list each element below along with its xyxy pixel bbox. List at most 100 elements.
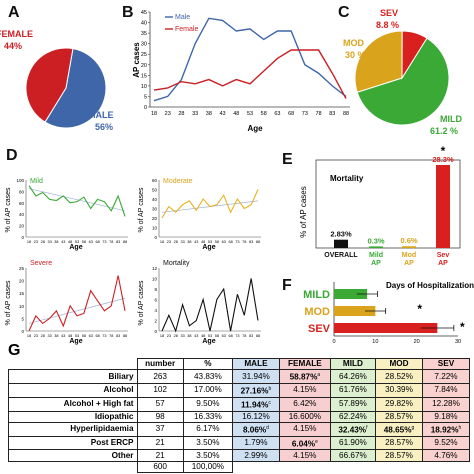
chart-d3-ytick-label: 15 bbox=[19, 291, 25, 296]
chart-d4-xtick-label: 63 bbox=[222, 334, 226, 338]
table-cell-sev: 18.92%h bbox=[421, 421, 471, 437]
chart-e-ylabel: % of AP cases bbox=[299, 186, 308, 237]
chart-b-ytick-label: 35 bbox=[141, 31, 147, 37]
table-cell-number: 98 bbox=[136, 410, 184, 424]
table-cell-mod: 30.39% bbox=[375, 383, 423, 398]
table-header-number: number bbox=[136, 357, 184, 371]
chart-b-xtick-label: 68 bbox=[288, 111, 294, 117]
chart-d4-xlabel: Age bbox=[202, 338, 215, 345]
chart-d1-xtick-label: 18 bbox=[27, 240, 31, 244]
chart-d1-xtick-label: 83 bbox=[116, 240, 120, 244]
chart-b-xtick-label: 88 bbox=[343, 111, 349, 117]
chart-d2-title: Moderate bbox=[163, 178, 193, 185]
chart-d3-series bbox=[28, 275, 126, 332]
chart-d2-xtick-label: 78 bbox=[242, 240, 246, 244]
chart-d3-ytick-label: 20 bbox=[19, 279, 25, 284]
chart-d1-ytick-label: 0 bbox=[21, 235, 24, 240]
chart-d2-xlabel: Age bbox=[202, 244, 215, 251]
table-cell-etiology: Post ERCP bbox=[8, 435, 138, 451]
chart-d3-ytick-label: 25 bbox=[19, 266, 25, 271]
chart-d1-ytick-label: 100 bbox=[16, 178, 24, 183]
panel-letter-g: G bbox=[8, 342, 21, 359]
table-cell-female: 4.15% bbox=[278, 449, 331, 462]
table-cell-mild: 66.67% bbox=[329, 449, 377, 462]
chart-d3-xtick-label: 68 bbox=[95, 334, 99, 338]
chart-b-ytick-label: 15 bbox=[141, 73, 147, 79]
chart-b-xtick-label: 58 bbox=[261, 111, 267, 117]
chart-e-category-label-1: AP bbox=[371, 260, 381, 267]
table-cell-number: 263 bbox=[136, 369, 184, 385]
chart-d4-xtick-label: 38 bbox=[187, 334, 191, 338]
chart-e-frame bbox=[315, 159, 461, 249]
chart-d1-ytick-label: 60 bbox=[19, 201, 25, 206]
table-cell-male: 11.94%c bbox=[231, 396, 280, 412]
table-cell-male: 2.99% bbox=[231, 449, 280, 462]
table-cell-mod: 28.57% bbox=[375, 449, 423, 462]
table-cell-mild: 61.76% bbox=[329, 383, 377, 398]
chart-d2-ytick-label: 30 bbox=[152, 207, 158, 212]
chart-d3-xtick-label: 28 bbox=[41, 334, 45, 338]
table-cell-mod: 29.82% bbox=[375, 396, 423, 412]
chart-d1-xtick-label: 53 bbox=[75, 240, 79, 244]
table-cell-sev: 9.18% bbox=[421, 410, 471, 424]
table-cell-mild: 61.90% bbox=[329, 435, 377, 451]
chart-b-xtick-label: 48 bbox=[233, 111, 239, 117]
chart-d3-xtick-label: 18 bbox=[27, 334, 31, 338]
chart-b-ytick-label: 45 bbox=[141, 10, 147, 16]
chart-f-xtick-label: 30 bbox=[455, 339, 461, 345]
chart-e-value-label-1: 0.3% bbox=[367, 236, 384, 245]
chart-d3-ylabel: % of AP cases bbox=[5, 280, 12, 326]
chart-f-xtick-label: 0 bbox=[332, 339, 335, 345]
chart-d4-xtick-label: 73 bbox=[235, 334, 239, 338]
chart-d4-ytick-label: 10 bbox=[152, 277, 158, 282]
chart-d2-xtick-label: 28 bbox=[174, 240, 178, 244]
table-cell-male: 1.79% bbox=[231, 435, 280, 451]
table-cell-female: 4.15% bbox=[278, 383, 331, 398]
table-cell-pct: 3.50% bbox=[182, 449, 233, 462]
table-cell-sev: 12.28% bbox=[421, 396, 471, 412]
legend-male: Male bbox=[175, 14, 190, 21]
chart-d3-xtick-label: 48 bbox=[68, 334, 72, 338]
chart-b-series-female bbox=[153, 49, 347, 99]
chart-d3-ytick-label: 0 bbox=[21, 329, 24, 334]
panel-letter-b: B bbox=[122, 4, 134, 21]
chart-d1-ytick-label: 40 bbox=[19, 212, 25, 217]
chart-d4-xtick-label: 48 bbox=[201, 334, 205, 338]
table-cell-etiology: Other bbox=[8, 449, 138, 462]
table-cell-etiology: Alcohol bbox=[8, 383, 138, 398]
chart-d3-xtick-label: 33 bbox=[47, 334, 51, 338]
table-header-mild: MILD bbox=[329, 357, 377, 371]
chart-d1-xtick-label: 68 bbox=[95, 240, 99, 244]
bar-chart-mortality: 2.83%0.3% 0.6%28.3%OVERALL MildAPModAPSevA… bbox=[315, 144, 461, 267]
chart-f-bar-1 bbox=[334, 306, 376, 316]
table-cell-mod: 28.57% bbox=[375, 410, 423, 424]
chart-d2-ytick-label: 20 bbox=[152, 216, 158, 221]
chart-d4-xtick-label: 28 bbox=[174, 334, 178, 338]
chart-d3-xtick-label: 88 bbox=[123, 334, 127, 338]
chart-b-xlabel: Age bbox=[247, 124, 263, 133]
chart-b-xtick-label: 23 bbox=[165, 111, 171, 117]
chart-d3-title: Severe bbox=[30, 260, 52, 267]
table-cell-mild: 62.24% bbox=[329, 410, 377, 424]
table-total-row: 600 100,00% bbox=[9, 460, 470, 474]
chart-b-xtick-label: 18 bbox=[151, 111, 157, 117]
table-cell-sev: 9.52% bbox=[421, 435, 471, 451]
pie-value-mild: 61.2 % bbox=[430, 126, 458, 136]
chart-e-category-label-2: Mod bbox=[402, 252, 416, 259]
chart-d1-xtick-label: 63 bbox=[89, 240, 93, 244]
table-header-male: MALE bbox=[231, 357, 280, 371]
pie-value-female: 44% bbox=[4, 41, 22, 51]
chart-d4-xtick-label: 33 bbox=[180, 334, 184, 338]
chart-d3-trendline bbox=[28, 297, 126, 324]
table-cell-etiology: Idiopathic bbox=[8, 410, 138, 424]
table-cell-pct: 9.50% bbox=[182, 396, 233, 412]
chart-b-ytick-label: 5 bbox=[144, 94, 147, 100]
pie-label-mod: MOD bbox=[343, 38, 364, 48]
chart-b-ytick-label: 25 bbox=[141, 52, 147, 58]
chart-b-xtick-label: 53 bbox=[247, 111, 253, 117]
chart-f-significance-star-sev: * bbox=[460, 320, 465, 334]
chart-b-xtick-label: 43 bbox=[220, 111, 226, 117]
chart-f-category-label-0: MILD bbox=[303, 289, 330, 301]
chart-b-xtick-label: 33 bbox=[192, 111, 198, 117]
